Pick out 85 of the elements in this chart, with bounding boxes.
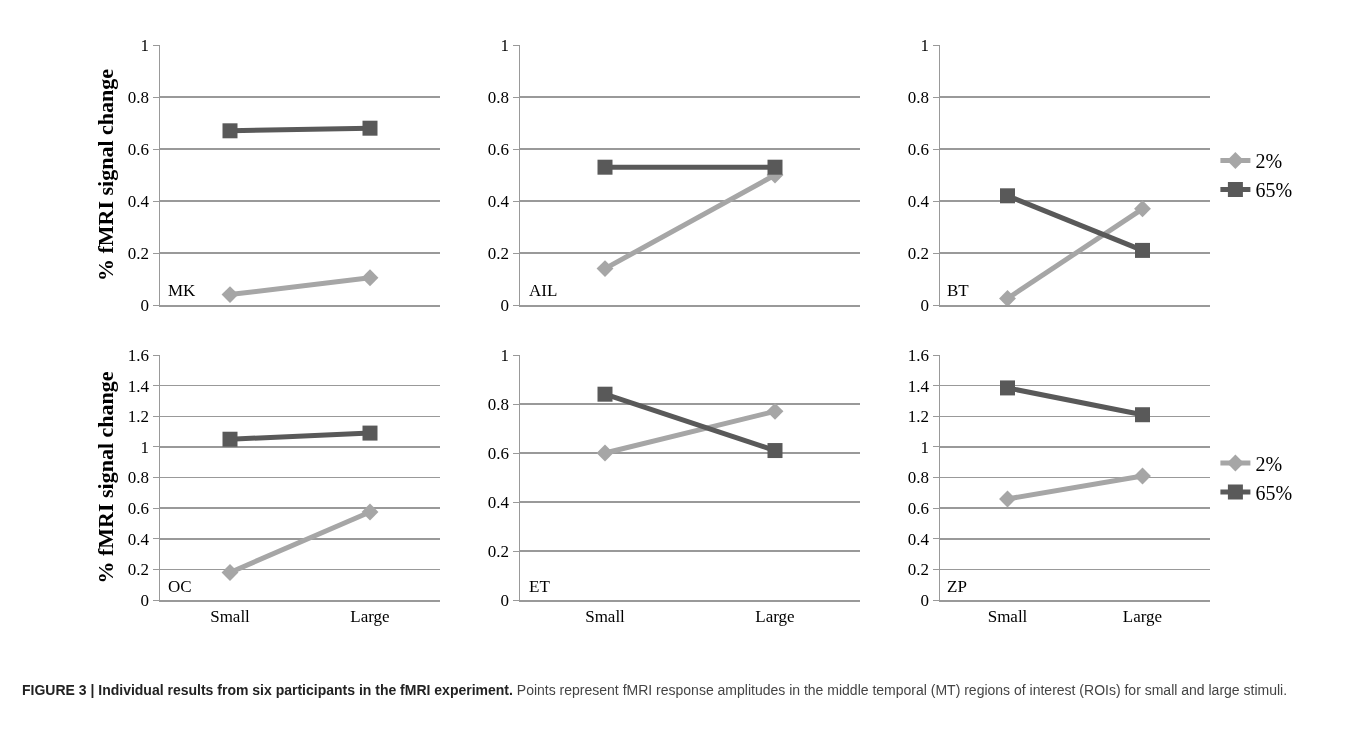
point bbox=[1134, 200, 1151, 218]
y-tick-label: 1.2 bbox=[907, 407, 930, 427]
x-tick-label: Large bbox=[1122, 606, 1163, 626]
point bbox=[362, 120, 378, 136]
y-tick-label: 1 bbox=[920, 35, 930, 55]
point bbox=[999, 490, 1016, 508]
y-axis-title: % fMRI signal change bbox=[92, 68, 118, 282]
point bbox=[221, 286, 239, 304]
x-tick-label: Small bbox=[987, 606, 1028, 626]
point bbox=[1135, 242, 1150, 258]
y-tick-label: 1 bbox=[140, 437, 150, 457]
x-tick-label: Small bbox=[210, 606, 251, 626]
annotation: OC bbox=[168, 577, 192, 596]
y-tick-label: 0.4 bbox=[487, 191, 510, 211]
y-tick-label: 1.4 bbox=[127, 376, 150, 396]
y-tick-label: 1.6 bbox=[127, 345, 150, 365]
annotation: ET bbox=[529, 577, 551, 596]
point bbox=[361, 269, 379, 287]
annotation: AIL bbox=[529, 281, 558, 300]
y-tick-label: 0.4 bbox=[487, 492, 510, 512]
y-tick-label: 0 bbox=[920, 590, 930, 610]
y-tick-label: 0 bbox=[920, 295, 930, 315]
y-axis-title: % fMRI signal change bbox=[92, 371, 118, 584]
y-tick-label: 0.6 bbox=[487, 139, 510, 159]
point bbox=[766, 402, 784, 420]
text: Points represent fMRI response amplitudes in the middle temporal (MT) regions of interest (ROIs) for small and large stimuli. bbox=[516, 682, 1288, 698]
y-tick-label: 0.6 bbox=[907, 499, 930, 519]
y-tick-label: 0.6 bbox=[487, 443, 510, 463]
y-tick-label: 1.2 bbox=[127, 407, 150, 427]
y-tick-label: 0.4 bbox=[127, 529, 150, 549]
y-tick-label: 0.8 bbox=[907, 87, 930, 107]
point bbox=[221, 563, 239, 581]
y-tick-label: 1 bbox=[500, 35, 510, 55]
y-tick-label: 0.4 bbox=[907, 191, 930, 211]
y-tick-label: 0.2 bbox=[907, 243, 930, 263]
x-tick-label: Small bbox=[585, 606, 626, 626]
x-tick-label: Large bbox=[350, 606, 390, 626]
point bbox=[767, 159, 783, 175]
y-tick-label: 0 bbox=[140, 590, 150, 610]
y-tick-label: 1 bbox=[920, 437, 930, 457]
annotation: BT bbox=[947, 281, 970, 300]
y-tick-label: 0.2 bbox=[487, 541, 510, 561]
y-tick-label: 0 bbox=[140, 295, 150, 315]
annotation: MK bbox=[168, 281, 197, 300]
point bbox=[596, 444, 614, 462]
y-tick-label: 1.6 bbox=[907, 345, 930, 365]
point bbox=[767, 443, 783, 459]
annotation: ZP bbox=[947, 577, 967, 596]
legend-label: 2% bbox=[1255, 452, 1283, 475]
y-tick-label: 0.8 bbox=[127, 468, 150, 488]
point bbox=[597, 386, 613, 402]
y-tick-label: 0.8 bbox=[907, 468, 930, 488]
point bbox=[222, 431, 238, 447]
point bbox=[999, 290, 1016, 307]
y-tick-label: 1 bbox=[500, 345, 510, 365]
y-tick-label: 0.8 bbox=[487, 394, 510, 414]
point bbox=[1000, 188, 1015, 204]
y-tick-label: 0 bbox=[500, 295, 510, 315]
point bbox=[222, 123, 238, 139]
y-tick-label: 0.6 bbox=[127, 499, 150, 519]
point bbox=[1000, 380, 1015, 396]
point bbox=[361, 503, 379, 521]
point bbox=[1134, 467, 1151, 485]
y-tick-label: 0.2 bbox=[487, 243, 510, 263]
point bbox=[597, 159, 613, 175]
legend-label: 65% bbox=[1255, 179, 1293, 202]
y-tick-label: 0.2 bbox=[127, 560, 150, 580]
y-tick-label: 0.2 bbox=[127, 243, 150, 263]
y-tick-label: 0.8 bbox=[487, 87, 510, 107]
legend-label: 65% bbox=[1255, 481, 1293, 504]
y-tick-label: 0.4 bbox=[907, 529, 930, 549]
y-tick-label: 0 bbox=[500, 590, 510, 610]
legend-label: 2% bbox=[1255, 150, 1283, 173]
y-tick-label: 0.4 bbox=[127, 191, 150, 211]
point bbox=[362, 425, 378, 441]
y-tick-label: 1 bbox=[140, 35, 150, 55]
point bbox=[1135, 407, 1150, 423]
y-tick-label: 0.2 bbox=[907, 560, 930, 580]
point bbox=[596, 260, 614, 278]
y-tick-label: 0.6 bbox=[907, 139, 930, 159]
y-tick-label: 1.4 bbox=[907, 376, 930, 396]
y-tick-label: 0.6 bbox=[127, 139, 150, 159]
caption: FIGURE 3 | Individual results from six participants in the fMRI experiment. bbox=[22, 682, 514, 698]
x-tick-label: Large bbox=[755, 606, 795, 626]
y-tick-label: 0.8 bbox=[127, 87, 150, 107]
